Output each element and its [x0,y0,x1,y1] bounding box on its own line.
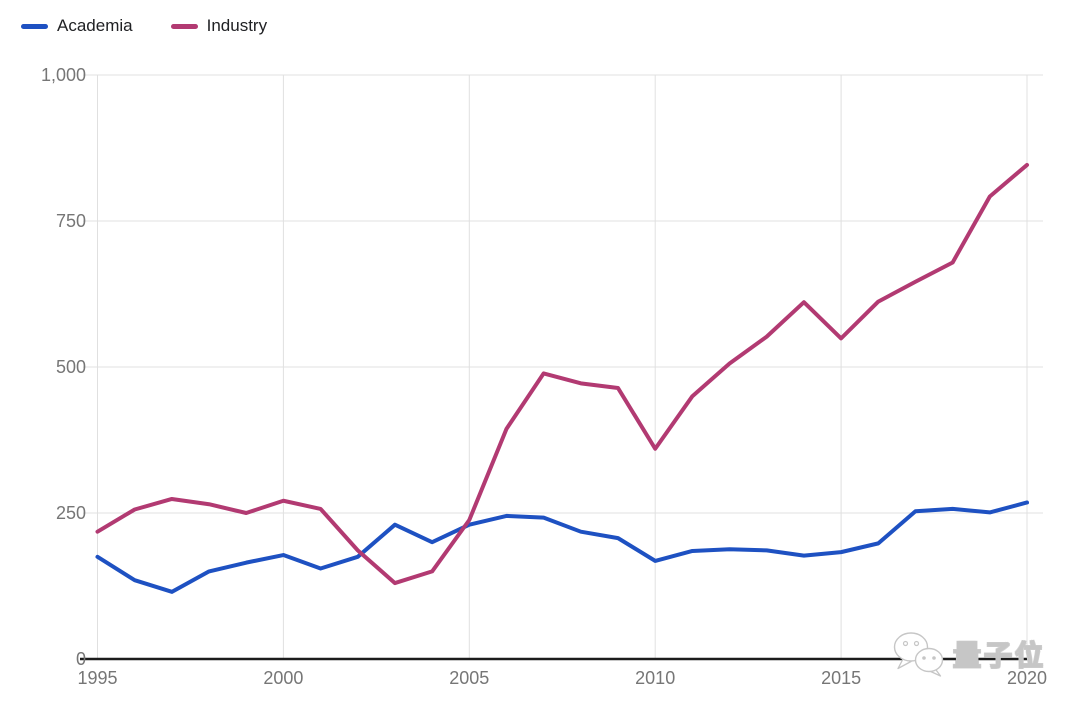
watermark-text: 量子位 [952,639,1047,671]
legend-item-industry: Industry [170,16,268,36]
academia-line-series [95,500,1029,594]
x-axis-tick-label: 2000 [263,668,304,688]
y-axis-tick-label: 250 [55,503,86,523]
y-axis-tick-label: 500 [55,357,86,377]
x-axis-tick-label: 2015 [821,668,862,688]
x-axis-tick-label: 2020 [1006,668,1048,688]
x-axis-tick-label: 2005 [449,668,490,688]
wechat-icon [893,632,944,677]
industry-line-series [95,162,1029,586]
industry-series-label: Industry [206,16,268,35]
y-axis-tick-label: 0 [75,649,86,669]
academia-series-label: Academia [57,16,133,35]
legend-item-academia: Academia [21,16,133,36]
y-axis-tick-label: 750 [55,211,86,231]
industry-series-swatch-icon [170,23,198,29]
qbitai-watermark: 量子位 [891,630,1046,678]
academia-series-swatch-icon [21,23,48,29]
chart-legend: Academia Industry [21,16,267,36]
y-axis-tick-label: 1,000 [40,65,86,85]
x-axis-tick-label: 2010 [635,668,676,688]
x-axis-tick-label: 1995 [77,668,118,688]
